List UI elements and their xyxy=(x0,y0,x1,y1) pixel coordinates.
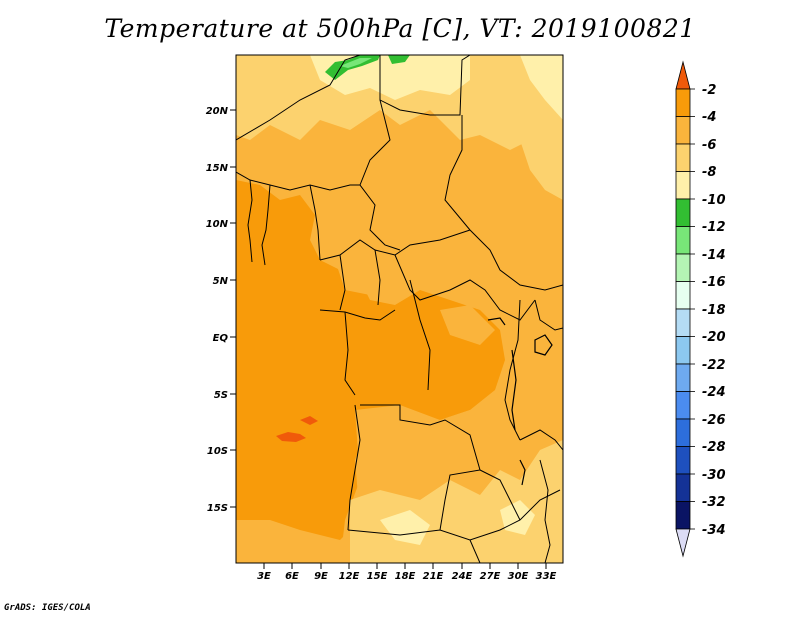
colorbar-segment xyxy=(675,446,691,475)
colorbar-segment xyxy=(675,363,691,392)
lat-label: 10S xyxy=(207,446,228,457)
lat-label: 15S xyxy=(207,503,228,514)
lon-label: 15E xyxy=(367,571,388,582)
colorbar-bottom-arrow xyxy=(675,528,691,558)
chart-title: Temperature at 500hPa [C], VT: 201910082… xyxy=(104,14,696,43)
colorbar-label: -18 xyxy=(702,303,726,318)
field-north-14to16 xyxy=(340,58,372,68)
lon-label: 24E xyxy=(452,571,473,582)
colorbar-label: -30 xyxy=(702,468,726,483)
lon-label: 12E xyxy=(339,571,360,582)
colorbar-segment xyxy=(675,253,691,282)
lon-label: 3E xyxy=(257,571,271,582)
colorbar-segment xyxy=(675,418,691,447)
colorbar-segment xyxy=(675,171,691,200)
colorbar-label: -2 xyxy=(702,83,716,98)
colorbar-label: -10 xyxy=(702,193,726,208)
lon-label: 6E xyxy=(285,571,299,582)
lat-label: EQ xyxy=(213,333,229,344)
colorbar-label: -8 xyxy=(702,165,716,180)
colorbar-segment xyxy=(675,198,691,227)
field-central-6to8-a xyxy=(335,255,378,295)
colorbar-labels: -2 -4 -6 -8 -10 -12 -14 -16 -18 -20 -22 … xyxy=(702,83,726,538)
lon-label: 18E xyxy=(395,571,416,582)
lat-label: 20N xyxy=(206,106,229,117)
colorbar-segment xyxy=(675,226,691,255)
colorbar-label: -26 xyxy=(702,413,726,428)
colorbar-segment xyxy=(675,336,691,365)
colorbar-segment xyxy=(675,308,691,337)
colorbar-segment xyxy=(675,88,691,117)
field-hot-2to4 xyxy=(276,432,306,442)
lon-label: 27E xyxy=(480,571,501,582)
colorbar-segment xyxy=(675,116,691,145)
field-hot-2to4-b xyxy=(300,416,318,425)
colorbar-label: -34 xyxy=(702,523,726,538)
lakes xyxy=(487,317,553,486)
lat-label: 5S xyxy=(214,390,228,401)
colorbar-label: -24 xyxy=(702,385,726,400)
lon-label: 30E xyxy=(508,571,529,582)
map-frame xyxy=(235,54,564,564)
field-north-8to10 xyxy=(236,55,563,150)
lon-label: 9E xyxy=(314,571,328,582)
colorbar-segment xyxy=(675,143,691,172)
colorbar-segment xyxy=(675,501,691,530)
lat-label: 10N xyxy=(206,219,229,230)
colorbar-label: -22 xyxy=(702,358,726,373)
lat-label: 5N xyxy=(213,276,229,287)
colorbar-label: -6 xyxy=(702,138,716,153)
field-central-6to8-b xyxy=(440,305,495,345)
lon-label: 33E xyxy=(536,571,557,582)
lat-label: 15N xyxy=(206,163,229,174)
colorbar-segment xyxy=(675,473,691,502)
colorbar-label: -14 xyxy=(702,248,726,263)
colorbar-label: -32 xyxy=(702,495,726,510)
colorbar-label: -12 xyxy=(702,220,726,235)
colorbar-segment xyxy=(675,391,691,420)
field-north-12to14 xyxy=(325,55,380,80)
country-borders xyxy=(236,55,563,563)
temperature-field xyxy=(236,55,563,563)
field-north-green2 xyxy=(388,55,410,64)
colorbar-label: -4 xyxy=(702,110,716,125)
colorbar-label: -16 xyxy=(702,275,726,290)
credit-label: GrADS: IGES/COLA xyxy=(4,603,91,613)
field-southeast-10to12 xyxy=(500,500,535,535)
field-northeast-10to12 xyxy=(520,55,563,120)
colorbar-label: -20 xyxy=(702,330,726,345)
field-west-4to6 xyxy=(236,180,505,540)
lon-label: 21E xyxy=(423,571,444,582)
colorbar-top-arrow xyxy=(675,60,691,90)
colorbar xyxy=(675,60,695,558)
colorbar-segment xyxy=(675,281,691,310)
colorbar-label: -28 xyxy=(702,440,726,455)
field-south-10to12 xyxy=(380,510,430,545)
